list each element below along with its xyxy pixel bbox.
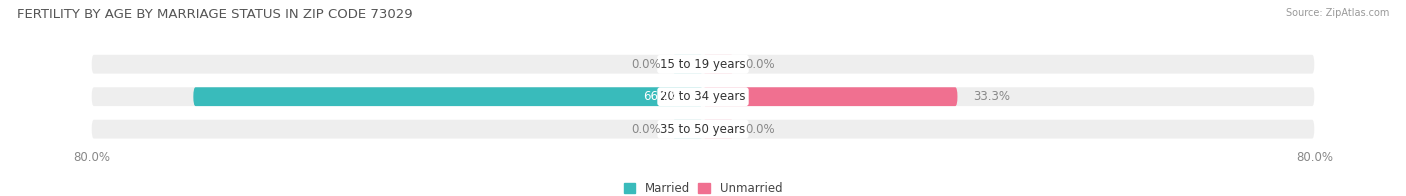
FancyBboxPatch shape — [703, 87, 957, 106]
Text: 15 to 19 years: 15 to 19 years — [661, 58, 745, 71]
FancyBboxPatch shape — [703, 55, 734, 74]
FancyBboxPatch shape — [194, 87, 703, 106]
FancyBboxPatch shape — [672, 55, 703, 74]
Text: 0.0%: 0.0% — [745, 123, 775, 136]
Text: 0.0%: 0.0% — [631, 123, 661, 136]
FancyBboxPatch shape — [91, 55, 1315, 74]
FancyBboxPatch shape — [703, 120, 734, 139]
FancyBboxPatch shape — [91, 87, 1315, 106]
Text: 66.7%: 66.7% — [643, 90, 681, 103]
Text: 20 to 34 years: 20 to 34 years — [661, 90, 745, 103]
FancyBboxPatch shape — [91, 120, 1315, 139]
Text: 35 to 50 years: 35 to 50 years — [661, 123, 745, 136]
Text: 0.0%: 0.0% — [631, 58, 661, 71]
Text: 0.0%: 0.0% — [745, 58, 775, 71]
FancyBboxPatch shape — [672, 120, 703, 139]
Legend: Married, Unmarried: Married, Unmarried — [624, 182, 782, 195]
Text: Source: ZipAtlas.com: Source: ZipAtlas.com — [1285, 8, 1389, 18]
Text: 33.3%: 33.3% — [973, 90, 1010, 103]
Text: FERTILITY BY AGE BY MARRIAGE STATUS IN ZIP CODE 73029: FERTILITY BY AGE BY MARRIAGE STATUS IN Z… — [17, 8, 412, 21]
